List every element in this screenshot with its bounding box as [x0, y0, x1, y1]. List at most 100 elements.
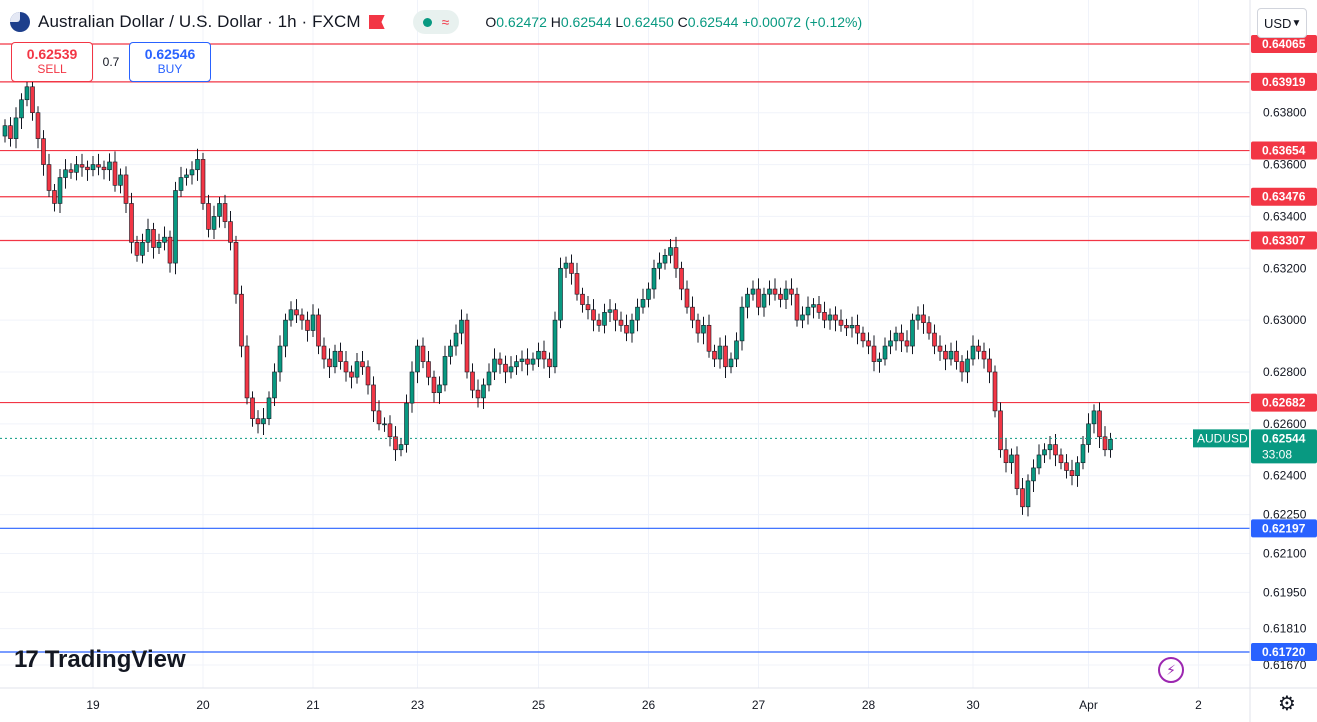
- candle-body: [871, 345, 877, 362]
- gear-icon[interactable]: ⚙: [1278, 693, 1296, 715]
- level-label: 0.62197: [1262, 521, 1306, 535]
- candle-body: [734, 340, 739, 360]
- sell-button[interactable]: 0.62539 SELL: [11, 42, 93, 82]
- candle-body: [1020, 488, 1025, 508]
- time-axis[interactable]: 19 20 21 23 25 26 27 28 30 Apr 2: [86, 698, 1202, 712]
- aud-usd-flag-icon: [10, 12, 30, 32]
- candle-body: [965, 358, 970, 373]
- candle-body: [30, 86, 35, 114]
- last-price-label: AUDUSD 0.62544 33:08: [1193, 429, 1317, 464]
- candle-body: [948, 350, 954, 360]
- buy-label: BUY: [157, 62, 183, 76]
- candle-body: [855, 325, 860, 334]
- plot-area[interactable]: [0, 0, 1250, 688]
- candle-body: [959, 361, 965, 373]
- lightning-icon[interactable]: ⚡: [1158, 657, 1184, 683]
- candle-body: [673, 247, 679, 269]
- currency-value: USD: [1264, 15, 1292, 31]
- ohlc-readout: O0.62472 H0.62544 L0.62450 C0.62544 +0.0…: [485, 14, 863, 30]
- candle-body: [1091, 410, 1097, 425]
- candle-body: [1047, 444, 1053, 451]
- candle-body: [420, 345, 426, 362]
- candle-body: [1080, 444, 1086, 464]
- candle-body: [118, 174, 123, 186]
- candle-body: [910, 319, 915, 347]
- price-tick-label: 0.63400: [1263, 209, 1307, 223]
- logo-mark-icon: 17: [14, 646, 39, 673]
- candle-body: [541, 350, 547, 360]
- candle-body: [591, 309, 596, 321]
- horizontal-levels[interactable]: [0, 43, 1250, 653]
- candle-body: [888, 340, 893, 347]
- candle-body: [90, 164, 96, 171]
- candle-body: [299, 314, 305, 321]
- candle-body: [772, 288, 778, 295]
- candle-body: [1108, 439, 1113, 451]
- chart-header: Australian Dollar / U.S. Dollar · 1h · F…: [10, 8, 862, 36]
- candle-body: [1069, 470, 1075, 476]
- level-labels: 0.64065 0.63919 0.63654 0.63476 0.63307 0.626…: [1251, 35, 1317, 661]
- level-label: 0.63654: [1262, 144, 1306, 158]
- candle-body: [250, 397, 255, 419]
- status-pill[interactable]: ≈: [412, 10, 460, 34]
- candle-body: [409, 371, 415, 404]
- candle-body: [305, 319, 310, 331]
- level-label-bg: [1251, 231, 1317, 250]
- time-tick-label: 20: [196, 698, 210, 712]
- time-tick-label: 21: [306, 698, 320, 712]
- buy-button[interactable]: 0.62546 BUY: [129, 42, 211, 82]
- candle-body: [1025, 480, 1031, 508]
- flag-icon[interactable]: [368, 15, 385, 29]
- level-label-bg: [1251, 141, 1317, 160]
- price-axis[interactable]: 0.64065 0.63800 0.63600 0.63400 0.63200 0.630…: [1263, 37, 1307, 672]
- candle-body: [442, 356, 448, 386]
- candle-body: [382, 423, 387, 426]
- candle-body: [783, 288, 789, 300]
- candle-body: [800, 314, 805, 321]
- candle-body: [404, 402, 409, 445]
- candle-body: [184, 174, 189, 178]
- candle-body: [954, 350, 959, 362]
- candle-body: [849, 325, 855, 329]
- symbol-title[interactable]: Australian Dollar / U.S. Dollar · 1h · F…: [38, 12, 361, 31]
- candle-body: [475, 389, 481, 399]
- candle-body: [96, 164, 101, 168]
- candle-body: [173, 190, 178, 264]
- candle-body: [811, 304, 816, 308]
- market-open-icon: [422, 17, 432, 27]
- sell-label: SELL: [37, 62, 67, 76]
- currency-select[interactable]: USD ▼: [1257, 8, 1307, 38]
- candle-body: [552, 319, 558, 368]
- candle-body: [68, 169, 74, 173]
- candle-body: [618, 319, 624, 326]
- candle-body: [789, 288, 794, 295]
- candle-body: [321, 345, 327, 360]
- candle-body: [129, 203, 134, 243]
- candle-body: [536, 350, 541, 360]
- candle-body: [63, 169, 68, 178]
- candle-body: [332, 350, 338, 368]
- candle-body: [1053, 444, 1058, 456]
- level-label: 0.63919: [1262, 75, 1306, 89]
- candle-body: [217, 203, 222, 217]
- tradingview-logo[interactable]: 17 TradingView: [14, 646, 186, 674]
- candle-body: [211, 216, 217, 230]
- candle-body: [937, 345, 943, 352]
- candle-body: [1058, 454, 1064, 464]
- candle-body: [728, 358, 734, 368]
- level-label-bg: [1251, 187, 1317, 206]
- candle-body: [563, 262, 569, 269]
- candle-body: [415, 345, 420, 373]
- candle-body: [266, 397, 272, 419]
- candle-body: [992, 371, 998, 412]
- candle-body: [85, 166, 90, 171]
- level-label-bg: [1251, 72, 1317, 91]
- candle-body: [844, 325, 849, 329]
- candle-body: [530, 358, 536, 365]
- candle-body: [200, 159, 206, 204]
- candle-body: [921, 314, 926, 324]
- candle-body: [943, 350, 948, 360]
- candle-body: [926, 322, 932, 334]
- time-tick-label: 30: [966, 698, 980, 712]
